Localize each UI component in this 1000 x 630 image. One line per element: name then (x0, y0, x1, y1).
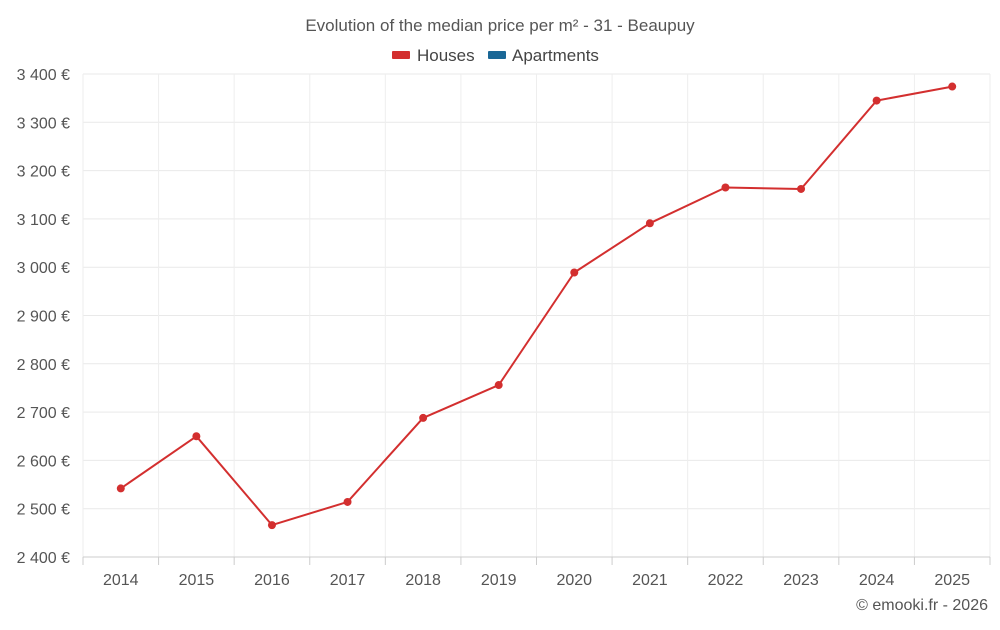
y-tick-label: 3 300 € (17, 115, 70, 132)
data-point-houses-2014 (116, 484, 125, 493)
x-tick-label: 2024 (859, 572, 895, 589)
y-tick-label: 3 400 € (17, 67, 70, 84)
legend: Houses Apartments (392, 46, 599, 65)
x-tick-label: 2023 (783, 572, 819, 589)
data-point-houses-2016 (267, 521, 276, 530)
chart-title: Evolution of the median price per m² - 3… (305, 16, 695, 35)
y-tick-label: 2 800 € (17, 357, 70, 374)
x-tick-label: 2016 (254, 572, 290, 589)
y-axis: 2 400 € 2 500 € 2 600 € 2 700 € 2 800 € 2 900… (17, 67, 70, 567)
y-tick-label: 2 700 € (17, 405, 70, 422)
data-point-houses-2022 (721, 183, 730, 192)
data-point-houses-2015 (192, 432, 201, 441)
series-line-houses (120, 85, 953, 527)
y-tick-label: 2 900 € (17, 309, 70, 326)
data-point-houses-2025 (948, 82, 957, 91)
data-point-houses-2017 (343, 497, 352, 506)
x-tick-label: 2022 (708, 572, 744, 589)
x-tick-label: 2018 (405, 572, 441, 589)
x-tick-label: 2017 (330, 572, 366, 589)
series-layer (116, 82, 957, 530)
y-tick-label: 3 000 € (17, 260, 70, 277)
y-tick-label: 2 500 € (17, 502, 70, 519)
legend-swatch (392, 51, 410, 59)
credit-label: © emooki.fr - 2026 (856, 597, 988, 614)
data-point-houses-2021 (645, 219, 654, 228)
y-tick-label: 2 400 € (17, 550, 70, 567)
y-tick-label: 3 200 € (17, 164, 70, 181)
data-point-houses-2018 (419, 413, 428, 422)
x-tick-label: 2019 (481, 572, 517, 589)
x-tick-label: 2025 (934, 572, 970, 589)
data-point-houses-2020 (570, 268, 579, 277)
legend-label: Houses (417, 46, 475, 65)
grid (82, 73, 991, 558)
x-axis: 2014 2015 2016 2017 2018 2019 2020 2021 2022 2023… (82, 556, 991, 589)
x-tick-label: 2014 (103, 572, 139, 589)
data-point-houses-2023 (797, 184, 806, 193)
x-tick-label: 2021 (632, 572, 668, 589)
legend-label: Apartments (512, 46, 599, 65)
data-point-houses-2024 (872, 96, 881, 105)
legend-swatch (488, 51, 506, 59)
y-tick-label: 3 100 € (17, 212, 70, 229)
x-tick-label: 2015 (179, 572, 215, 589)
y-tick-label: 2 600 € (17, 453, 70, 470)
legend-item-apartments[interactable]: Apartments (488, 46, 599, 65)
data-point-houses-2019 (494, 381, 503, 390)
x-tick-label: 2020 (556, 572, 592, 589)
legend-item-houses[interactable]: Houses (392, 46, 475, 65)
